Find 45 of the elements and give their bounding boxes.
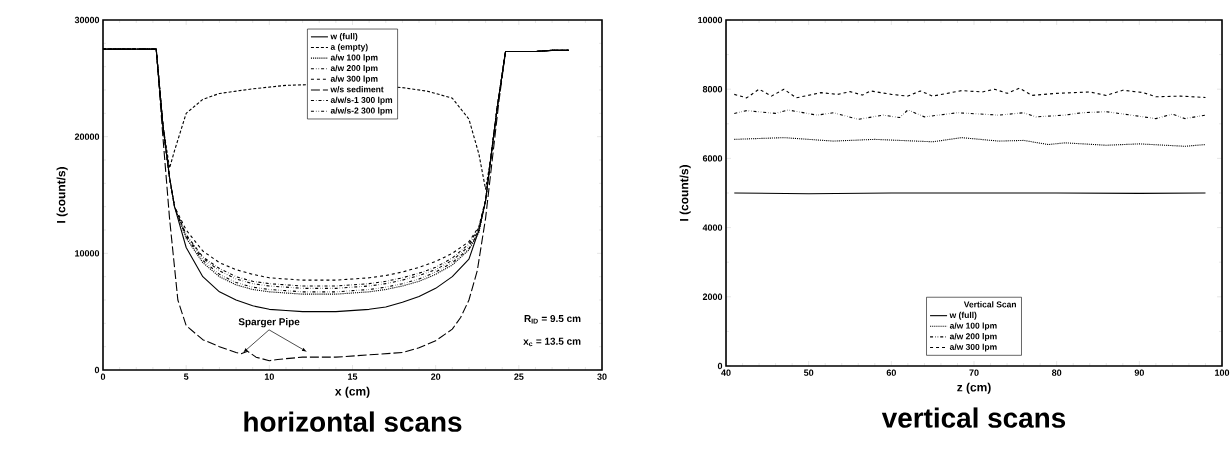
text: horizontal scans: [244, 411, 462, 432]
legend-label: a/w 100 lpm: [949, 322, 997, 331]
legend-title: Vertical Scan: [963, 301, 1016, 308]
annotation: x$_{c}$ = 13.5 cm: [523, 337, 581, 347]
y-tick-label: 4000: [702, 224, 723, 231]
annotation: Sparger Pipe: [238, 318, 300, 328]
y-tick-label: 6000: [702, 155, 723, 162]
y-axis-title: I (count/s): [679, 165, 691, 221]
x-tick-label: 25: [514, 373, 524, 380]
legend-label: a/w 300 lpm: [330, 75, 378, 84]
x-tick-label: 0: [100, 373, 106, 380]
y-tick-label: 10000: [75, 250, 100, 257]
x-tick-label: 70: [969, 369, 979, 376]
x-tick-label: 50: [803, 369, 814, 376]
x-tick-label: 5: [183, 373, 189, 380]
x-tick-label: 10: [264, 373, 274, 380]
x-tick-label: 20: [431, 373, 441, 380]
text: vertical scans: [881, 407, 1066, 428]
x-axis-title: x (cm): [334, 386, 370, 398]
legend-label: a/w 200 lpm: [949, 333, 997, 341]
legend-label: a/w/s-2 300 lpm: [330, 107, 393, 116]
legend-label: w (full): [949, 311, 977, 320]
x-axis-title: z (cm): [957, 382, 991, 394]
legend-label: w (full): [330, 33, 358, 41]
y-tick-label: 2000: [702, 293, 723, 300]
y-tick-label: 10000: [698, 16, 723, 24]
x-tick-label: 40: [721, 369, 731, 376]
y-tick-label: 0: [717, 362, 723, 370]
annotation: R$_{ID}$ = 9.5 cm: [524, 315, 581, 324]
x-tick-label: 15: [348, 373, 358, 380]
legend-label: a/w 100 lpm: [330, 54, 378, 63]
x-tick-label: 60: [886, 369, 896, 376]
legend-label: w/s sediment: [330, 86, 384, 93]
y-tick-label: 20000: [74, 133, 100, 140]
y-tick-label: 8000: [702, 86, 723, 93]
y-tick-label: 30000: [74, 16, 100, 24]
x-tick-label: 100: [1215, 369, 1230, 376]
y-axis-title: I (count/s): [56, 167, 68, 223]
legend-label: a/w 300 lpm: [949, 343, 997, 352]
legend-label: a/w 200 lpm: [330, 64, 378, 73]
x-tick-label: 30: [597, 373, 607, 380]
legend-label: a/w/s-1 300 lpm: [330, 96, 393, 105]
x-tick-label: 80: [1051, 369, 1062, 376]
legend-label: a (empty): [330, 43, 368, 52]
x-tick-label: 90: [1134, 369, 1144, 376]
